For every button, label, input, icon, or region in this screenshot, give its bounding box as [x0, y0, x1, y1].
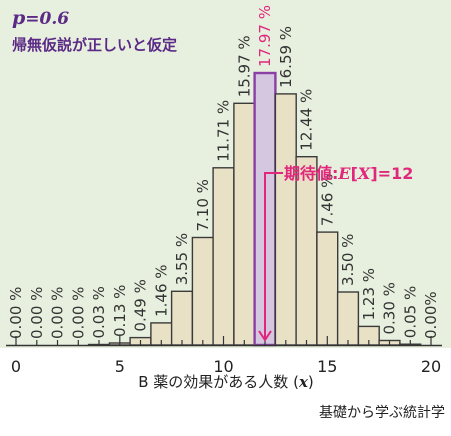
- value-label-9: 7.10 %: [194, 179, 212, 231]
- x-axis-label: B 薬の効果がある人数 (x): [138, 373, 314, 391]
- tick-label-0: 0: [11, 357, 21, 376]
- bar-11: [233, 102, 256, 346]
- value-label-18: 0.30 %: [381, 282, 399, 334]
- value-label-12: 17.97 %: [256, 5, 274, 67]
- bar-14: [295, 155, 318, 346]
- tick-label-20: 20: [421, 357, 441, 376]
- value-label-4: 0.03 %: [90, 286, 108, 338]
- annotation-arrow: [264, 172, 283, 340]
- value-label-2: 0.00 %: [49, 287, 67, 339]
- value-label-19: 0.05 %: [401, 286, 419, 338]
- annotation-bracket-open: [: [351, 164, 358, 183]
- x-ticks: [15, 336, 432, 346]
- value-labels: 0.00 % 0.00 % 0.00 % 0.00 % 0.03 % 0.13 % 0.49…: [7, 5, 440, 339]
- value-label-15: 7.46 %: [318, 174, 336, 226]
- value-label-20: 0.00%: [422, 291, 440, 339]
- value-label-10: 11.71 %: [215, 100, 233, 162]
- tick-label-5: 5: [115, 357, 125, 376]
- tick-label-10: 10: [213, 357, 233, 376]
- annotation-suffix: =12: [378, 164, 414, 183]
- annotation-bracket-close: ]: [370, 164, 377, 183]
- bar-13: [274, 93, 297, 346]
- bar-16: [336, 291, 360, 346]
- value-label-0: 0.00 %: [7, 287, 25, 339]
- value-label-14: 12.44 %: [298, 89, 316, 151]
- annotation-arrowhead: [258, 330, 272, 342]
- title-value: =0.6: [25, 9, 69, 29]
- bar-10: [212, 167, 235, 346]
- x-tick-labels: 0 5 10 15 20: [11, 357, 441, 376]
- bar-15: [316, 231, 339, 346]
- value-label-1: 0.00 %: [28, 287, 46, 339]
- xlabel-text: B 薬の効果がある人数 (: [138, 373, 299, 391]
- value-label-8: 3.55 %: [173, 233, 191, 285]
- value-label-16: 3.50 %: [339, 234, 357, 286]
- value-label-6: 0.49 %: [132, 279, 150, 331]
- xlabel-close: ): [308, 373, 314, 391]
- value-label-17: 1.23 %: [360, 268, 378, 320]
- annotation-label: 期待値:E[X]=12: [284, 164, 413, 183]
- xlabel-var: x: [298, 373, 309, 391]
- value-label-3: 0.00 %: [69, 287, 87, 339]
- title-var: p: [12, 7, 26, 29]
- annotation-inner-var: X: [357, 164, 371, 183]
- value-label-7: 1.46 %: [152, 264, 170, 316]
- annotation-var: E: [337, 164, 351, 183]
- value-label-11: 15.97 %: [235, 35, 253, 97]
- bar-9: [191, 236, 214, 346]
- chart-subtitle: 帰無仮説が正しいと仮定: [12, 36, 177, 54]
- footer-credit: 基礎から学ぶ統計学: [319, 404, 445, 421]
- value-label-13: 16.59 %: [277, 26, 295, 88]
- value-label-5: 0.13 %: [111, 285, 129, 337]
- annotation-prefix: 期待値:: [284, 164, 338, 183]
- tick-label-15: 15: [317, 357, 337, 376]
- expected-value-annotation: 期待値:E[X]=12: [258, 164, 413, 342]
- chart-title: p=0.6: [12, 7, 69, 29]
- bar-8: [170, 290, 194, 346]
